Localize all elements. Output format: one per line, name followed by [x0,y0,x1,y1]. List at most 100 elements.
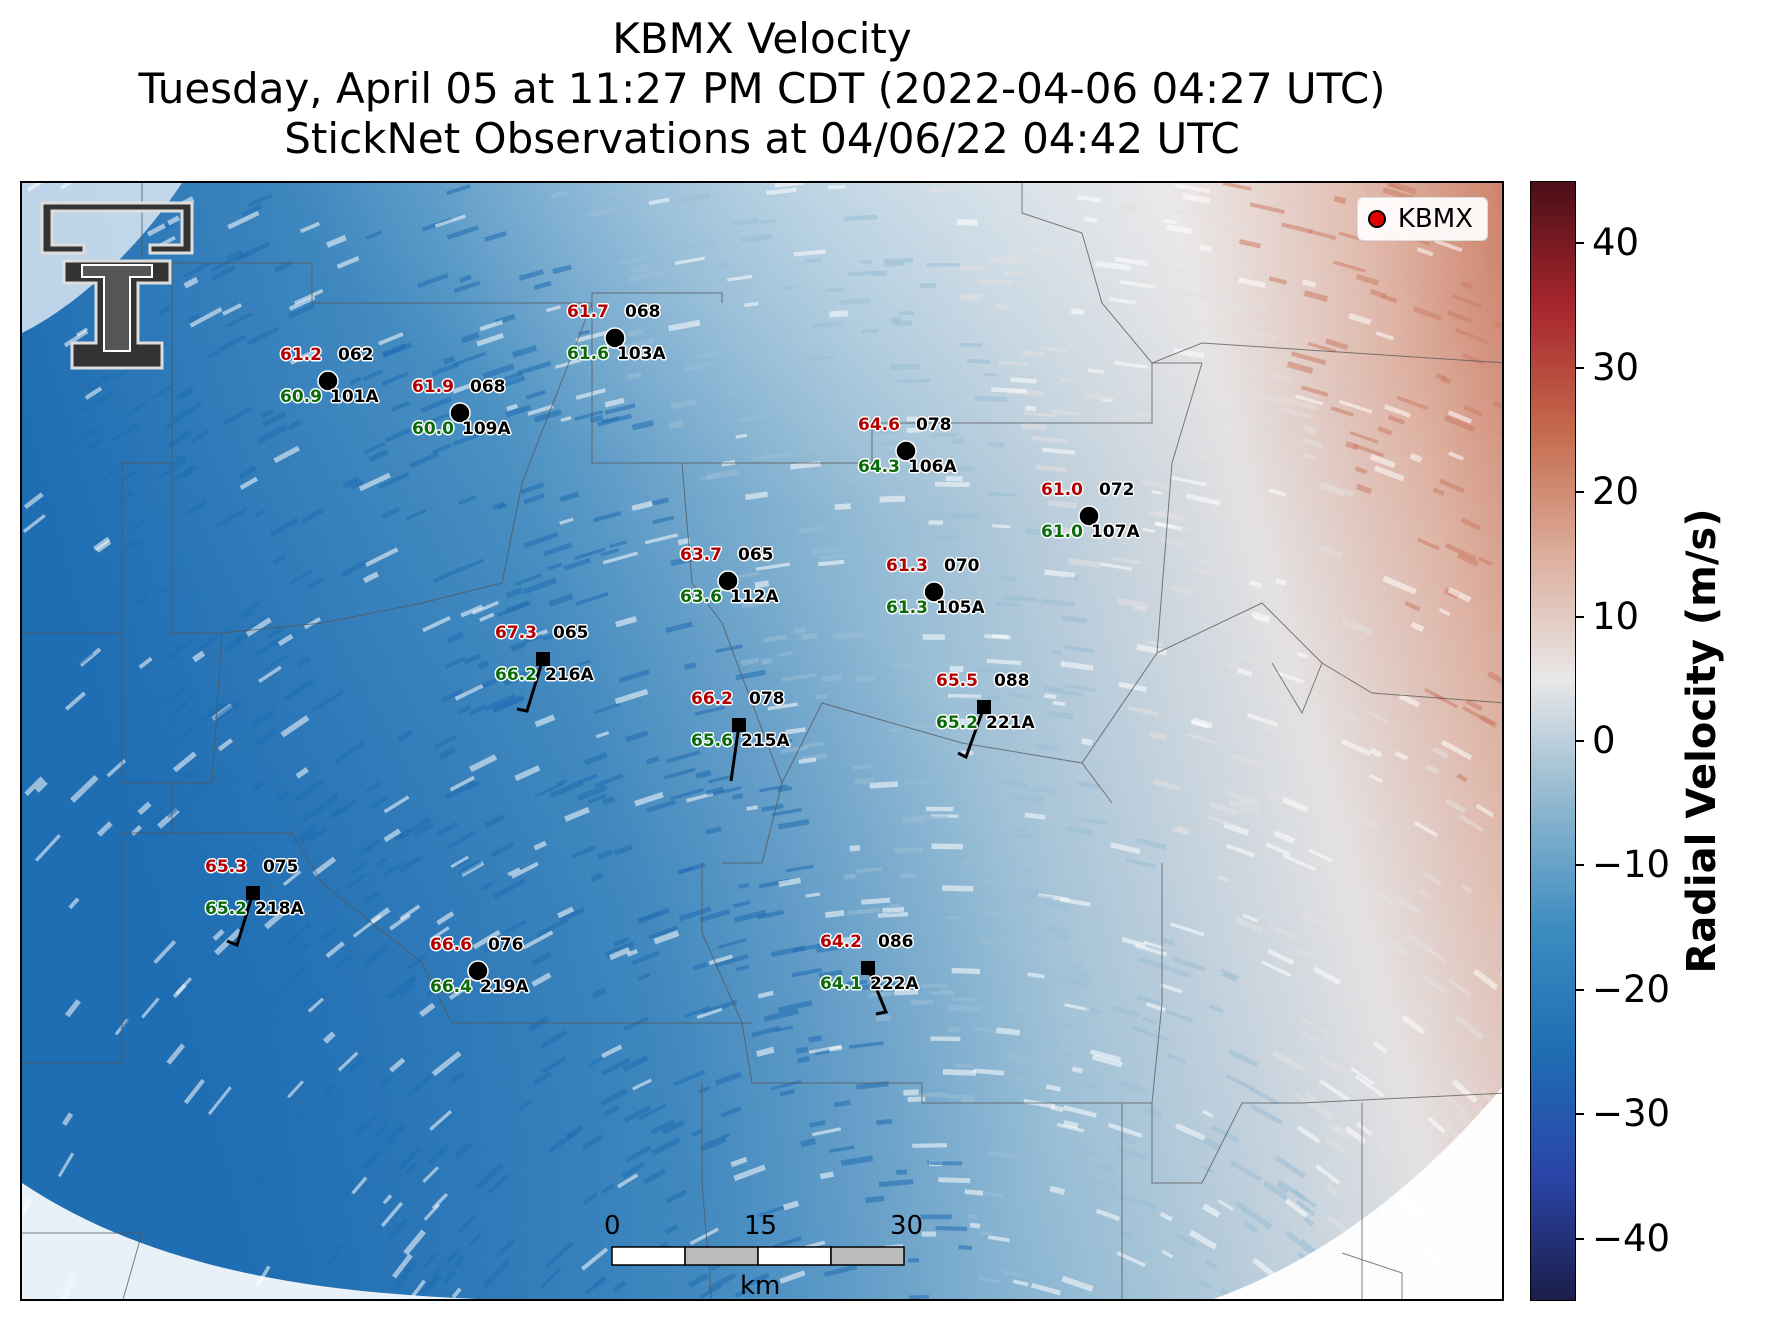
station-temperature: 61.3 [886,556,928,576]
station-wind-direction: 062 [338,345,374,365]
title-line-3: StickNet Observations at 04/06/22 04:42 … [284,114,1240,163]
colorbar-tick-mark [1576,1113,1584,1116]
station-id: 109A [462,419,511,439]
station-temperature: 65.3 [205,857,247,877]
wind-barb-icon [957,706,986,760]
colorbar-tick-mark [1576,740,1584,742]
colorbar-title: Radial Velocity (m/s) [1679,508,1725,974]
station-circle-icon [604,327,626,349]
station-circle-icon [1078,505,1100,527]
station-temperature: 61.0 [1041,480,1083,500]
station-dewpoint: 60.9 [280,387,322,407]
colorbar-tick-label: 0 [1592,719,1616,762]
title-line-1: KBMX Velocity [612,14,912,63]
station-wind-direction: 086 [878,932,914,952]
station-id: 219A [480,977,529,997]
figure-title: KBMX Velocity Tuesday, April 05 at 11:27… [20,14,1504,164]
scale-label-15: 15 [744,1211,778,1241]
station-id: 112A [730,587,779,607]
colorbar-tick-label: −10 [1592,843,1671,887]
station-dewpoint: 66.2 [495,665,537,685]
station-marker-101A [317,370,339,392]
station-temperature: 64.2 [820,932,862,952]
station-dewpoint: 65.2 [205,899,247,919]
station-dewpoint: 65.6 [691,731,733,751]
station-marker-105A [923,581,945,603]
station-dewpoint: 66.4 [430,977,472,997]
station-wind-direction: 072 [1099,480,1135,500]
colorbar-tick-label: −20 [1592,967,1671,1011]
station-marker-103A [604,327,626,349]
wind-barb-icon [516,658,545,713]
station-wind-direction: 078 [749,689,785,709]
station-temperature: 61.7 [567,302,609,322]
station-marker-219A [467,960,489,982]
station-dewpoint: 63.6 [680,587,722,607]
map-legend: KBMX [1356,197,1488,241]
station-dewpoint: 61.3 [886,598,928,618]
station-wind-direction: 065 [738,545,774,565]
station-id: 222A [870,974,919,994]
station-temperature: 66.2 [691,689,733,709]
colorbar-tick-mark [1576,366,1584,369]
station-id: 215A [741,731,790,751]
station-circle-icon [717,570,739,592]
scale-label-30: 30 [890,1211,924,1241]
colorbar-tick-mark [1576,864,1584,867]
station-wind-direction: 075 [263,857,299,877]
station-marker-106A [895,440,917,462]
colorbar-tick-mark [1576,1237,1584,1240]
station-dewpoint: 64.3 [858,457,900,477]
station-dewpoint: 60.0 [412,419,454,439]
station-temperature: 64.6 [858,415,900,435]
colorbar [1530,181,1576,1301]
county-boundaries [22,183,1502,1299]
radar-map-svg [22,183,1502,1299]
station-marker-218A [226,886,260,947]
station-id: 101A [330,387,379,407]
colorbar-tick-label: −40 [1592,1216,1671,1260]
station-circle-icon [317,370,339,392]
station-id: 107A [1091,522,1140,542]
station-wind-direction: 065 [553,623,589,643]
station-circle-icon [895,440,917,462]
station-id: 218A [255,899,304,919]
colorbar-tick-mark [1576,988,1584,991]
station-dewpoint: 65.2 [936,713,978,733]
station-id: 105A [936,598,985,618]
station-marker-109A [449,402,471,424]
colorbar-tick-label: 40 [1592,221,1640,265]
station-marker-221A [957,700,991,760]
colorbar-tick-mark [1576,491,1584,494]
wind-barb-icon [729,724,741,782]
station-id: 221A [986,713,1035,733]
station-dewpoint: 64.1 [820,974,862,994]
colorbar-tick-label: 20 [1592,470,1640,514]
station-temperature: 61.9 [412,377,454,397]
station-wind-direction: 088 [994,671,1030,691]
station-circle-icon [467,960,489,982]
station-wind-direction: 070 [944,556,980,576]
station-marker-222A [861,961,889,1016]
station-marker-216A [516,652,550,713]
station-circle-icon [923,581,945,603]
scale-bar [611,1246,905,1266]
station-id: 103A [617,344,666,364]
scale-unit: km [740,1271,781,1301]
station-temperature: 66.6 [430,935,472,955]
colorbar-tick-mark [1576,615,1584,618]
station-wind-direction: 076 [488,935,524,955]
radar-site-marker-icon [1367,210,1386,228]
title-line-2: Tuesday, April 05 at 11:27 PM CDT (2022-… [138,64,1386,113]
station-temperature: 67.3 [495,623,537,643]
colorbar-tick-label: −30 [1592,1092,1671,1136]
velocity-field [22,183,1502,1299]
station-marker-112A [717,570,739,592]
colorbar-tick-mark [1576,242,1584,245]
station-id: 216A [545,665,594,685]
university-logo [40,201,194,370]
wind-barb-icon [226,892,255,947]
station-dewpoint: 61.6 [567,344,609,364]
station-wind-direction: 068 [470,377,506,397]
station-circle-icon [449,402,471,424]
